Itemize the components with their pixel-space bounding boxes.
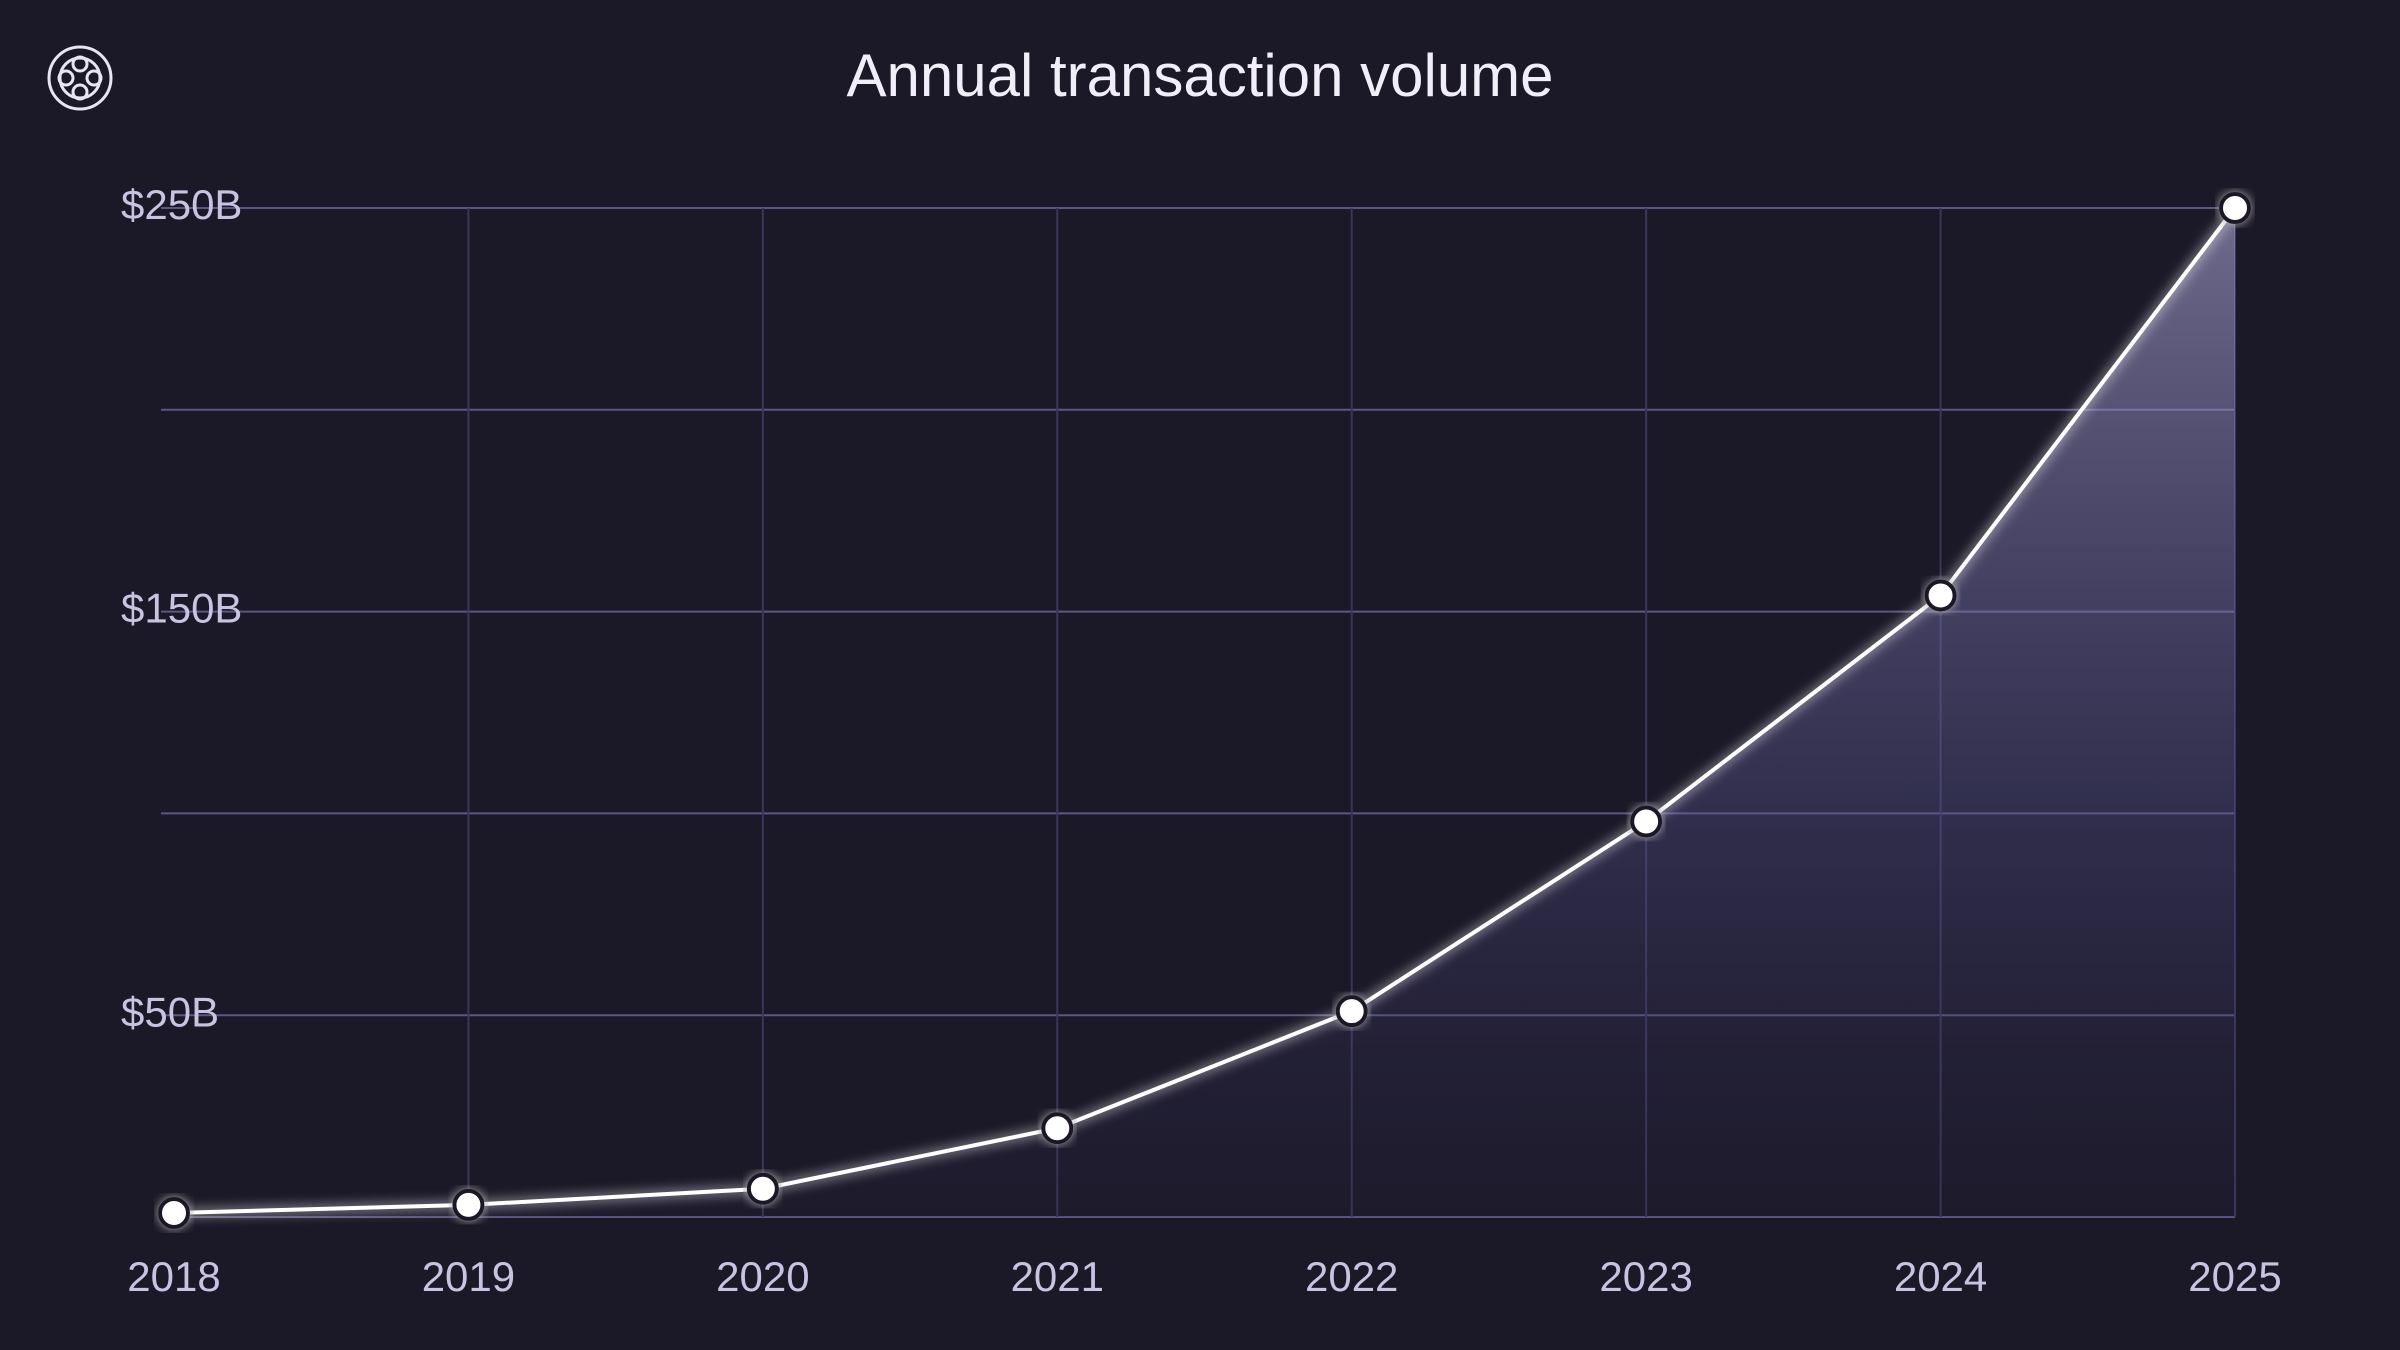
point xyxy=(2219,192,2251,224)
y-tick-label: $250B xyxy=(121,181,242,228)
point xyxy=(1630,805,1663,838)
plot xyxy=(158,192,2251,1229)
area xyxy=(174,208,2235,1217)
x-tick-label: 2023 xyxy=(1599,1253,1692,1300)
grid: $50B $150B $250B 2018 2019 2020 2021 2022 2023 20… xyxy=(121,181,2282,1300)
x-tick-label: 2025 xyxy=(2188,1253,2281,1300)
point xyxy=(746,1172,779,1205)
chart-title: Annual transaction volume xyxy=(846,42,1553,109)
x-tick-label: 2022 xyxy=(1305,1253,1398,1300)
y-tick-label: $50B xyxy=(121,988,219,1035)
point xyxy=(158,1196,190,1229)
logo xyxy=(47,45,113,111)
x-tick-label: 2021 xyxy=(1011,1253,1104,1300)
point xyxy=(1335,995,1368,1028)
x-tick-label: 2020 xyxy=(716,1253,809,1300)
y-tick-label: $150B xyxy=(121,585,242,632)
point xyxy=(452,1188,485,1221)
x-tick-label: 2019 xyxy=(422,1253,515,1300)
x-tick-label: 2018 xyxy=(127,1253,220,1300)
point xyxy=(1924,579,1957,612)
line xyxy=(173,206,2237,1215)
point xyxy=(1041,1112,1074,1145)
x-tick-label: 2024 xyxy=(1894,1253,1987,1300)
